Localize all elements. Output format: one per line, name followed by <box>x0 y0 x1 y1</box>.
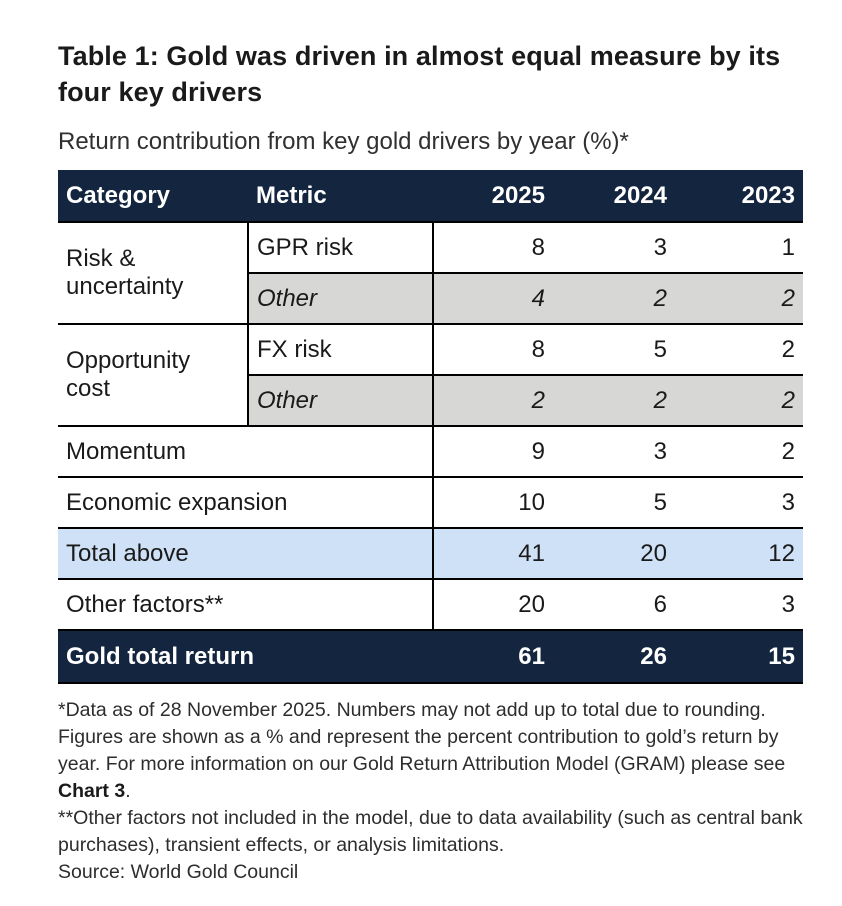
value-cell-2024: 5 <box>553 477 675 529</box>
value-cell-2024: 3 <box>553 426 675 478</box>
value-cell-2024: 6 <box>553 579 675 631</box>
metric-cell: FX risk <box>248 324 434 376</box>
value-cell-2023: 3 <box>675 477 803 529</box>
value-cell-2023: 12 <box>675 528 803 580</box>
footnote-1: *Data as of 28 November 2025. Numbers ma… <box>58 697 803 805</box>
value-cell-2025: 20 <box>433 579 553 631</box>
col-header-2024: 2024 <box>553 170 675 223</box>
table-row-total-above: Total above 41 20 12 <box>58 528 803 580</box>
category-cell-opportunity-cost: Opportunity cost <box>58 324 249 427</box>
value-cell-2025: 41 <box>433 528 553 580</box>
figure-subtitle: Return contribution from key gold driver… <box>58 128 629 155</box>
row-label: Economic expansion <box>58 477 434 529</box>
table-row-gpr-risk: Risk & uncertainty GPR risk 8 3 1 <box>58 222 803 325</box>
metric-cell: GPR risk <box>248 222 434 274</box>
table-row-risk-other: Other 4 2 2 <box>58 273 803 325</box>
value-cell-2023: 2 <box>675 324 803 376</box>
table-header-row: Category Metric 2025 2024 2023 <box>58 170 803 223</box>
value-cell-2025: 61 <box>433 630 553 684</box>
value-cell-2024: 20 <box>553 528 675 580</box>
table-row-economic-expansion: Economic expansion 10 5 3 <box>58 477 803 529</box>
value-cell-2025: 8 <box>433 324 553 376</box>
value-cell-2023: 2 <box>675 375 803 427</box>
table-row-momentum: Momentum 9 3 2 <box>58 426 803 478</box>
row-label: Other factors** <box>58 579 434 631</box>
col-header-2025: 2025 <box>433 170 553 223</box>
value-cell-2024: 3 <box>553 222 675 274</box>
category-cell-risk-uncertainty: Risk & uncertainty <box>58 222 249 325</box>
footnote-2: **Other factors not included in the mode… <box>58 807 803 856</box>
table-row-gold-total-return: Gold total return 61 26 15 <box>58 630 803 684</box>
value-cell-2024: 2 <box>553 375 675 427</box>
value-cell-2025: 2 <box>433 375 553 427</box>
footnote-1-text: *Data as of 28 November 2025. Numbers ma… <box>58 699 786 775</box>
value-cell-2023: 15 <box>675 630 803 684</box>
source-line: Source: World Gold Council <box>58 861 299 883</box>
col-header-category: Category <box>58 170 248 223</box>
value-cell-2023: 2 <box>675 426 803 478</box>
value-cell-2024: 26 <box>553 630 675 684</box>
value-cell-2023: 1 <box>675 222 803 274</box>
value-cell-2024: 5 <box>553 324 675 376</box>
metric-cell: Other <box>248 273 434 325</box>
value-cell-2023: 2 <box>675 273 803 325</box>
value-cell-2025: 10 <box>433 477 553 529</box>
table-row-opportunity-other: Other 2 2 2 <box>58 375 803 427</box>
col-header-2023: 2023 <box>675 170 803 223</box>
row-label: Gold total return <box>58 630 433 684</box>
footnotes: *Data as of 28 November 2025. Numbers ma… <box>58 697 803 886</box>
value-cell-2024: 2 <box>553 273 675 325</box>
value-cell-2023: 3 <box>675 579 803 631</box>
value-cell-2025: 9 <box>433 426 553 478</box>
row-label: Total above <box>58 528 434 580</box>
metric-cell: Other <box>248 375 434 427</box>
row-label: Momentum <box>58 426 434 478</box>
table-row-fx-risk: Opportunity cost FX risk 8 5 2 <box>58 324 803 427</box>
col-header-metric: Metric <box>248 170 433 223</box>
value-cell-2025: 4 <box>433 273 553 325</box>
chart-3-link[interactable]: Chart 3 <box>58 780 126 802</box>
value-cell-2025: 8 <box>433 222 553 274</box>
footnote-1-period: . <box>125 780 131 802</box>
table-row-other-factors: Other factors** 20 6 3 <box>58 579 803 631</box>
gold-drivers-table: Category Metric 2025 2024 2023 Risk & un… <box>58 170 803 684</box>
figure-title: Table 1: Gold was driven in almost equal… <box>58 41 781 107</box>
